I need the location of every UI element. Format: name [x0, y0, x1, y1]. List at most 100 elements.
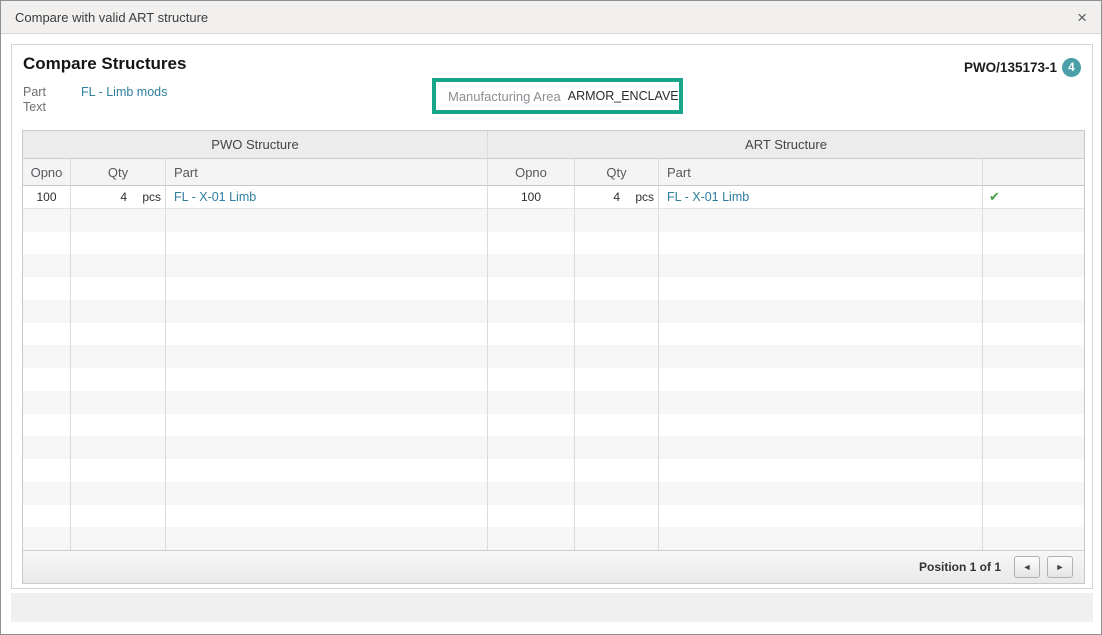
empty-row-cell: [659, 459, 983, 482]
empty-row-cell: [23, 481, 71, 505]
empty-row-cell: [575, 436, 659, 459]
empty-row-cell: [488, 322, 575, 346]
empty-row-cell: [575, 368, 659, 391]
empty-row-cell: [166, 504, 488, 528]
column-header-art-opno: Opno: [488, 159, 575, 186]
empty-row-cell: [166, 413, 488, 437]
part-label: Part: [23, 85, 46, 99]
empty-row-cell: [659, 390, 983, 414]
art-qty-cell: 4 pcs: [575, 186, 659, 209]
empty-row-cell: [23, 231, 71, 255]
empty-row-cell: [488, 413, 575, 437]
empty-row-cell: [575, 277, 659, 300]
empty-row-cell: [23, 345, 71, 368]
empty-row-cell: [166, 231, 488, 255]
art-opno-cell: 100: [488, 186, 575, 209]
empty-row-cell: [575, 504, 659, 528]
empty-row-cell: [659, 504, 983, 528]
empty-row-cell: [23, 277, 71, 300]
check-icon: ✔: [989, 188, 1000, 204]
pwo-part-cell: FL - X-01 Limb: [166, 186, 488, 209]
empty-row-cell: [983, 504, 1084, 528]
next-page-button[interactable]: ►: [1047, 556, 1073, 578]
empty-row-cell: [659, 322, 983, 346]
empty-row-cell: [983, 299, 1084, 323]
count-badge: 4: [1062, 58, 1081, 77]
empty-row-cell: [23, 322, 71, 346]
empty-row-cell: [23, 299, 71, 323]
empty-row-cell: [488, 277, 575, 300]
empty-row-cell: [23, 436, 71, 459]
empty-row-cell: [71, 277, 166, 300]
empty-row-cell: [983, 368, 1084, 391]
compare-structures-panel: Compare Structures PWO/135173-1 4 Part T…: [11, 44, 1093, 589]
empty-row-cell: [488, 390, 575, 414]
empty-row-cell: [659, 436, 983, 459]
empty-row-cell: [71, 527, 166, 550]
empty-row-cell: [659, 277, 983, 300]
empty-row-cell: [488, 436, 575, 459]
empty-row-cell: [575, 231, 659, 255]
arrow-left-icon: ◄: [1022, 562, 1032, 572]
previous-page-button[interactable]: ◄: [1014, 556, 1040, 578]
empty-row-cell: [166, 277, 488, 300]
arrow-right-icon: ►: [1055, 562, 1065, 572]
empty-row-cell: [166, 254, 488, 277]
empty-row-cell: [166, 299, 488, 323]
empty-row-cell: [488, 208, 575, 232]
empty-row-cell: [71, 481, 166, 505]
pwo-reference-block: PWO/135173-1 4: [964, 58, 1081, 77]
part-link[interactable]: FL - Limb mods: [81, 85, 168, 99]
empty-row-cell: [983, 481, 1084, 505]
empty-row-cell: [983, 527, 1084, 550]
dialog-footer-strip: [11, 593, 1093, 622]
empty-row-cell: [23, 368, 71, 391]
empty-row-cell: [575, 459, 659, 482]
column-header-art-qty: Qty: [575, 159, 659, 186]
pwo-part-link[interactable]: FL - X-01 Limb: [174, 189, 257, 204]
empty-row-cell: [71, 504, 166, 528]
empty-row-cell: [575, 390, 659, 414]
column-header-pwo-part: Part: [166, 159, 488, 186]
art-part-link[interactable]: FL - X-01 Limb: [667, 189, 750, 204]
empty-row-cell: [983, 436, 1084, 459]
empty-row-cell: [23, 504, 71, 528]
empty-row-cell: [166, 436, 488, 459]
empty-row-cell: [71, 231, 166, 255]
empty-row-cell: [23, 459, 71, 482]
close-icon[interactable]: ×: [1077, 7, 1087, 27]
manufacturing-area-label: Manufacturing Area: [448, 88, 561, 104]
column-header-art-part: Part: [659, 159, 983, 186]
empty-row-cell: [659, 481, 983, 505]
empty-row-cell: [575, 481, 659, 505]
empty-row-cell: [983, 459, 1084, 482]
empty-row-cell: [659, 368, 983, 391]
empty-row-cell: [575, 254, 659, 277]
empty-row-cell: [488, 481, 575, 505]
empty-row-cell: [575, 299, 659, 323]
pwo-opno-cell: 100: [23, 186, 71, 209]
page-title: Compare Structures: [23, 54, 187, 73]
empty-row-cell: [983, 322, 1084, 346]
empty-row-cell: [488, 299, 575, 323]
empty-row-cell: [488, 459, 575, 482]
art-part-cell: FL - X-01 Limb: [659, 186, 983, 209]
empty-row-cell: [71, 254, 166, 277]
empty-row-cell: [983, 413, 1084, 437]
empty-row-cell: [575, 413, 659, 437]
empty-row-cell: [659, 413, 983, 437]
empty-row-cell: [983, 254, 1084, 277]
group-header-pwo-structure: PWO Structure: [23, 131, 488, 159]
pwo-reference: PWO/135173-1: [963, 60, 1057, 75]
dialog-titlebar: Compare with valid ART structure ×: [1, 1, 1101, 34]
table-pagination-footer: Position 1 of 1 ◄ ►: [23, 550, 1084, 583]
empty-row-cell: [23, 527, 71, 550]
empty-row-cell: [983, 208, 1084, 232]
empty-row-cell: [23, 390, 71, 414]
dialog-title: Compare with valid ART structure: [15, 9, 209, 25]
empty-row-cell: [71, 459, 166, 482]
column-header-pwo-opno: Opno: [23, 159, 71, 186]
empty-row-cell: [166, 527, 488, 550]
empty-row-cell: [983, 345, 1084, 368]
empty-row-cell: [166, 208, 488, 232]
